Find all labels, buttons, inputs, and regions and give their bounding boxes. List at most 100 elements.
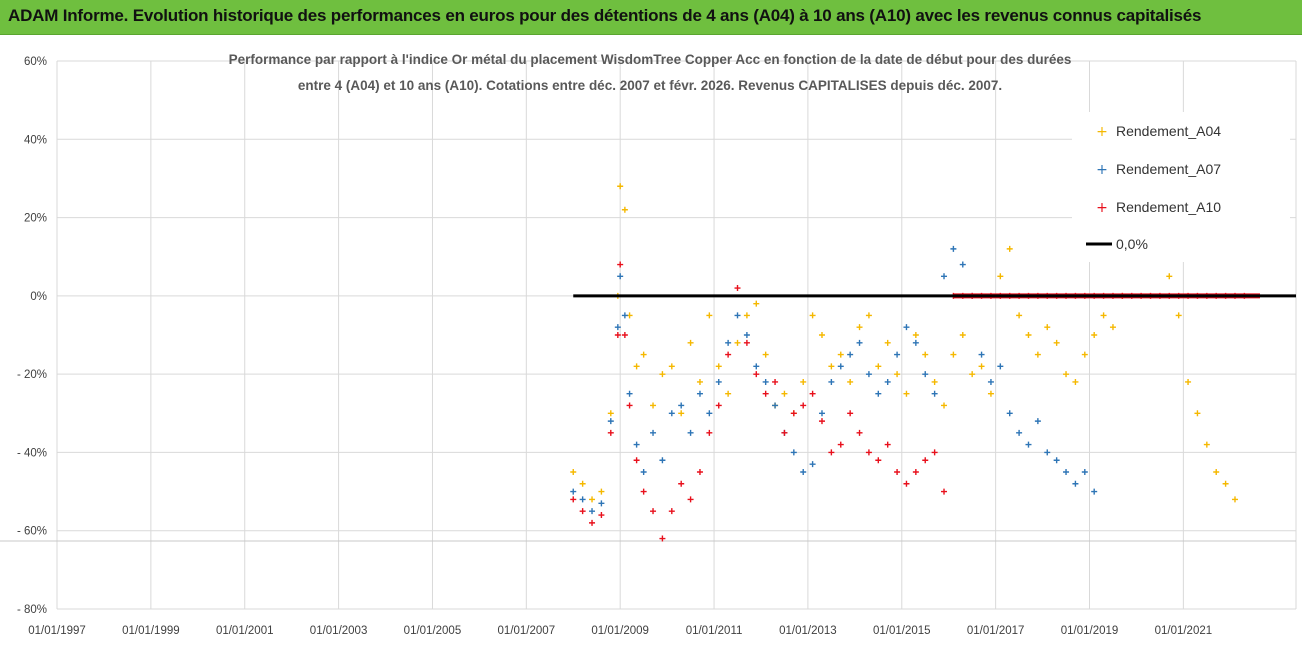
- point-a04: [617, 183, 624, 190]
- point-a04: [1063, 371, 1070, 378]
- point-a07: [1081, 469, 1088, 475]
- point-a04: [579, 480, 586, 487]
- point-a07: [687, 429, 694, 436]
- point-a10: [818, 418, 825, 425]
- series-layer: [570, 155, 1296, 542]
- legend-label-zero: 0,0%: [1116, 236, 1148, 252]
- point-a10: [659, 535, 666, 542]
- point-a07: [753, 363, 760, 370]
- point-a04: [1072, 378, 1079, 385]
- y-tick-label: 60%: [24, 56, 47, 68]
- point-a10: [589, 519, 596, 526]
- point-a04: [922, 351, 929, 358]
- point-a07: [847, 351, 854, 358]
- point-a10: [607, 429, 614, 436]
- point-a04: [570, 469, 577, 475]
- y-tick-label: 20%: [24, 213, 47, 225]
- point-a04: [1006, 245, 1013, 252]
- point-a04: [1222, 480, 1229, 487]
- point-a07: [607, 418, 614, 425]
- point-a04: [959, 332, 966, 338]
- point-a04: [1185, 378, 1192, 385]
- point-a04: [809, 312, 816, 319]
- point-a07: [715, 378, 722, 385]
- legend-item-a07: + Rendement_A07: [1096, 161, 1221, 178]
- point-a04: [598, 488, 605, 495]
- point-a07: [579, 496, 586, 503]
- point-a07: [725, 339, 732, 346]
- point-a04: [1025, 332, 1032, 338]
- point-a04: [1091, 332, 1098, 338]
- series-a07: [570, 245, 1098, 515]
- y-tick-label: 0%: [30, 291, 47, 303]
- point-a07: [875, 390, 882, 397]
- point-a04: [753, 300, 760, 307]
- point-a10: [633, 457, 640, 464]
- point-a04: [640, 351, 647, 358]
- legend-label-a10: Rendement_A10: [1116, 199, 1221, 215]
- point-a07: [734, 312, 741, 319]
- point-a10: [931, 449, 938, 456]
- point-a07: [1016, 429, 1023, 436]
- point-a07: [589, 508, 596, 515]
- y-tick-label: 40%: [24, 134, 47, 146]
- point-a07: [912, 339, 919, 346]
- point-a04: [1203, 441, 1210, 448]
- point-a10: [706, 429, 713, 436]
- legend-marker-a04: +: [1096, 124, 1108, 140]
- point-a07: [837, 363, 844, 370]
- point-a04: [837, 351, 844, 358]
- point-a04: [800, 378, 807, 385]
- point-a07: [865, 371, 872, 378]
- point-a04: [997, 273, 1004, 280]
- point-a04: [607, 410, 614, 417]
- point-a07: [931, 390, 938, 397]
- point-a04: [941, 402, 948, 409]
- point-a04: [931, 378, 938, 385]
- point-a10: [650, 508, 657, 515]
- point-a10: [781, 429, 788, 436]
- point-a10: [640, 488, 647, 495]
- point-a10: [696, 469, 703, 475]
- point-a10: [570, 496, 577, 503]
- point-a04: [668, 363, 675, 370]
- x-tick-label: 01/01/2013: [779, 625, 837, 637]
- point-a07: [884, 378, 891, 385]
- point-a10: [856, 429, 863, 436]
- point-a04: [1109, 324, 1116, 331]
- point-a07: [668, 410, 675, 417]
- point-a04: [1034, 351, 1041, 358]
- point-a07: [659, 457, 666, 464]
- point-a10: [800, 402, 807, 409]
- point-a04: [1044, 324, 1051, 331]
- point-a07: [950, 245, 957, 252]
- point-a07: [809, 461, 816, 468]
- point-a10: [894, 469, 901, 475]
- point-a07: [1025, 441, 1032, 448]
- x-tick-label: 01/01/2019: [1061, 625, 1119, 637]
- point-a10: [715, 402, 722, 409]
- chart-title: Performance par rapport à l'indice Or mé…: [229, 52, 1072, 93]
- point-a04: [633, 363, 640, 370]
- point-a04: [734, 339, 741, 346]
- x-tick-label: 01/01/1999: [122, 625, 180, 637]
- point-a07: [978, 351, 985, 358]
- x-tick-label: 01/01/2015: [873, 625, 931, 637]
- point-a07: [772, 402, 779, 409]
- point-a07: [941, 273, 948, 280]
- legend-item-a04: + Rendement_A04: [1096, 123, 1221, 140]
- legend-label-a07: Rendement_A07: [1116, 161, 1221, 177]
- point-a10: [687, 496, 694, 503]
- point-a10: [865, 449, 872, 456]
- point-a04: [856, 324, 863, 331]
- y-tick-label: - 60%: [17, 526, 47, 538]
- point-a07: [818, 410, 825, 417]
- point-a04: [1175, 312, 1182, 319]
- point-a10: [753, 371, 760, 378]
- point-a04: [818, 332, 825, 338]
- point-a07: [762, 378, 769, 385]
- point-a04: [1213, 469, 1220, 475]
- point-a07: [997, 363, 1004, 370]
- point-a04: [1081, 351, 1088, 358]
- point-a07: [633, 441, 640, 448]
